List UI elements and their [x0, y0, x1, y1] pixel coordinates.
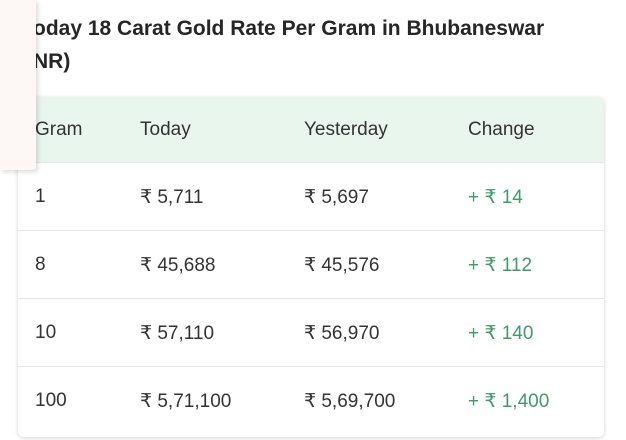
table-cell: ₹ 45,576	[304, 254, 380, 276]
header-row: Gram Today Yesterday Change	[18, 97, 604, 162]
header-cell: Change	[468, 118, 535, 140]
table-cell: ₹ 5,71,100	[140, 390, 232, 412]
side-panel	[0, 0, 36, 170]
header-cell: Today	[140, 118, 191, 140]
table-row: 100 ₹ 5,71,100 ₹ 5,69,700 + ₹ 1,400	[18, 366, 604, 435]
table-cell: ₹ 5,711	[140, 186, 204, 208]
table-cell: + ₹ 1,400	[468, 390, 550, 412]
table-cell: 10	[35, 322, 57, 343]
table-row: 1 ₹ 5,711 ₹ 5,697 + ₹ 14	[18, 162, 604, 231]
table-cell: ₹ 5,69,700	[304, 390, 396, 412]
title-line: NR)	[33, 50, 71, 73]
table-cell: 8	[35, 254, 46, 275]
rate-table: Gram Today Yesterday Change 1 ₹ 5,711 ₹ 5,697 +…	[18, 97, 604, 437]
table-cell: ₹ 5,697	[304, 186, 369, 208]
table-cell: ₹ 56,970	[304, 322, 380, 344]
table-cell: 1	[35, 186, 46, 207]
table-cell: + ₹ 14	[468, 186, 523, 208]
table-cell: + ₹ 140	[468, 322, 534, 344]
table-cell: ₹ 45,688	[140, 254, 216, 276]
header-cell: Yesterday	[304, 118, 388, 140]
table-cell: + ₹ 112	[468, 254, 533, 276]
table-cell: 100	[35, 390, 67, 411]
header-cell: Gram	[35, 118, 83, 140]
table-row: 10 ₹ 57,110 ₹ 56,970 + ₹ 140	[18, 298, 604, 367]
title-line: oday 18 Carat Gold Rate Per Gram in Bhub…	[33, 17, 545, 40]
table-row: 8 ₹ 45,688 ₹ 45,576 + ₹ 112	[18, 230, 604, 299]
table-cell: ₹ 57,110	[140, 322, 215, 344]
